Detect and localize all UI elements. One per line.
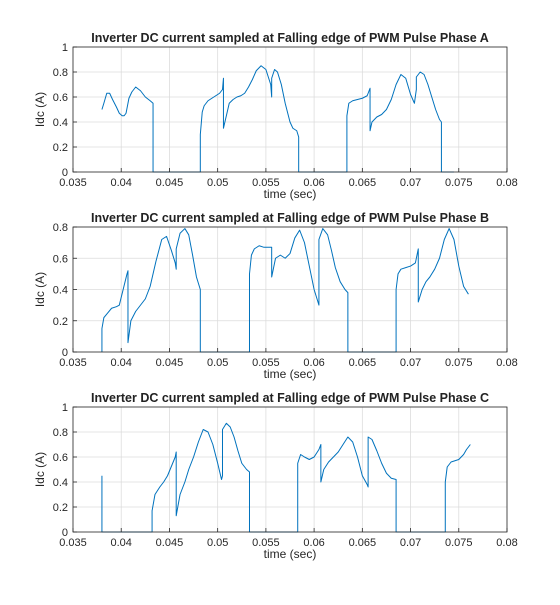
x-tick-label: 0.08 [496, 177, 517, 189]
y-tick-label: 0.8 [53, 222, 68, 234]
x-tick-label: 0.04 [111, 357, 132, 369]
y-tick-label: 0.4 [53, 285, 68, 297]
x-tick-label: 0.06 [303, 537, 324, 549]
y-axis-label: Idc (A) [33, 272, 47, 307]
x-tick-label: 0.035 [59, 177, 87, 189]
x-tick-label: 0.07 [400, 177, 421, 189]
x-axis-label: time (sec) [264, 367, 317, 381]
subplot-3: 0.035 0.04 0.045 0.05 0.055 0.06 0.065 0.07 0.07… [33, 391, 518, 561]
plot-area [73, 47, 507, 172]
series-line [101, 422, 471, 533]
x-tick-label: 0.06 [303, 357, 324, 369]
x-tick-label: 0.035 [59, 537, 87, 549]
y-tick-label: 0.2 [53, 316, 68, 328]
series-line [101, 228, 469, 353]
x-tick-label: 0.07 [400, 537, 421, 549]
y-tick-label: 0.6 [53, 452, 68, 464]
chart-title: Inverter DC current sampled at Falling e… [91, 211, 489, 225]
subplot-2: 0.035 0.04 0.045 0.05 0.055 0.06 0.065 0.07 0.07… [33, 211, 518, 381]
chart-title: Inverter DC current sampled at Falling e… [91, 31, 489, 45]
x-tick-label: 0.045 [156, 357, 184, 369]
series-line [101, 65, 454, 173]
x-tick-label: 0.045 [156, 537, 184, 549]
y-tick-label: 0 [62, 347, 68, 359]
y-tick-label: 0.6 [53, 92, 68, 104]
x-tick-label: 0.055 [252, 537, 280, 549]
x-tick-label: 0.05 [207, 537, 228, 549]
axes-box [72, 46, 508, 173]
y-tick-label: 0.2 [53, 502, 68, 514]
x-tick-label: 0.065 [349, 537, 377, 549]
y-tick-label: 0 [62, 167, 68, 179]
x-tick-label: 0.04 [111, 537, 132, 549]
plot-area [73, 407, 507, 532]
x-tick-label: 0.075 [445, 357, 473, 369]
y-tick-label: 0 [62, 527, 68, 539]
x-tick-label: 0.045 [156, 177, 184, 189]
x-tick-label: 0.08 [496, 537, 517, 549]
x-tick-label: 0.04 [111, 177, 132, 189]
x-tick-label: 0.05 [207, 357, 228, 369]
y-axis-label: Idc (A) [33, 452, 47, 487]
x-tick-label: 0.035 [59, 357, 87, 369]
x-tick-label: 0.07 [400, 357, 421, 369]
x-axis-label: time (sec) [264, 547, 317, 561]
y-tick-label: 0.4 [53, 477, 68, 489]
x-tick-label: 0.075 [445, 177, 473, 189]
y-tick-label: 1 [62, 402, 68, 414]
x-tick-label: 0.05 [207, 177, 228, 189]
y-tick-label: 0.4 [53, 117, 68, 129]
x-tick-label: 0.075 [445, 537, 473, 549]
y-tick-label: 0.8 [53, 427, 68, 439]
chart-title: Inverter DC current sampled at Falling e… [91, 391, 489, 405]
x-axis-label: time (sec) [264, 187, 317, 201]
x-tick-label: 0.08 [496, 357, 517, 369]
y-tick-label: 0.2 [53, 142, 68, 154]
y-tick-label: 1 [62, 42, 68, 54]
y-tick-label: 0.8 [53, 67, 68, 79]
y-tick-label: 0.6 [53, 253, 68, 265]
x-tick-label: 0.055 [252, 357, 280, 369]
x-tick-label: 0.065 [349, 177, 377, 189]
x-tick-label: 0.055 [252, 177, 280, 189]
axes-box [72, 406, 508, 533]
subplot-1: 0.035 0.04 0.045 0.05 0.055 0.06 0.065 0.07 0.07… [33, 31, 518, 201]
y-axis-label: Idc (A) [33, 92, 47, 127]
x-tick-label: 0.06 [303, 177, 324, 189]
x-tick-label: 0.065 [349, 357, 377, 369]
